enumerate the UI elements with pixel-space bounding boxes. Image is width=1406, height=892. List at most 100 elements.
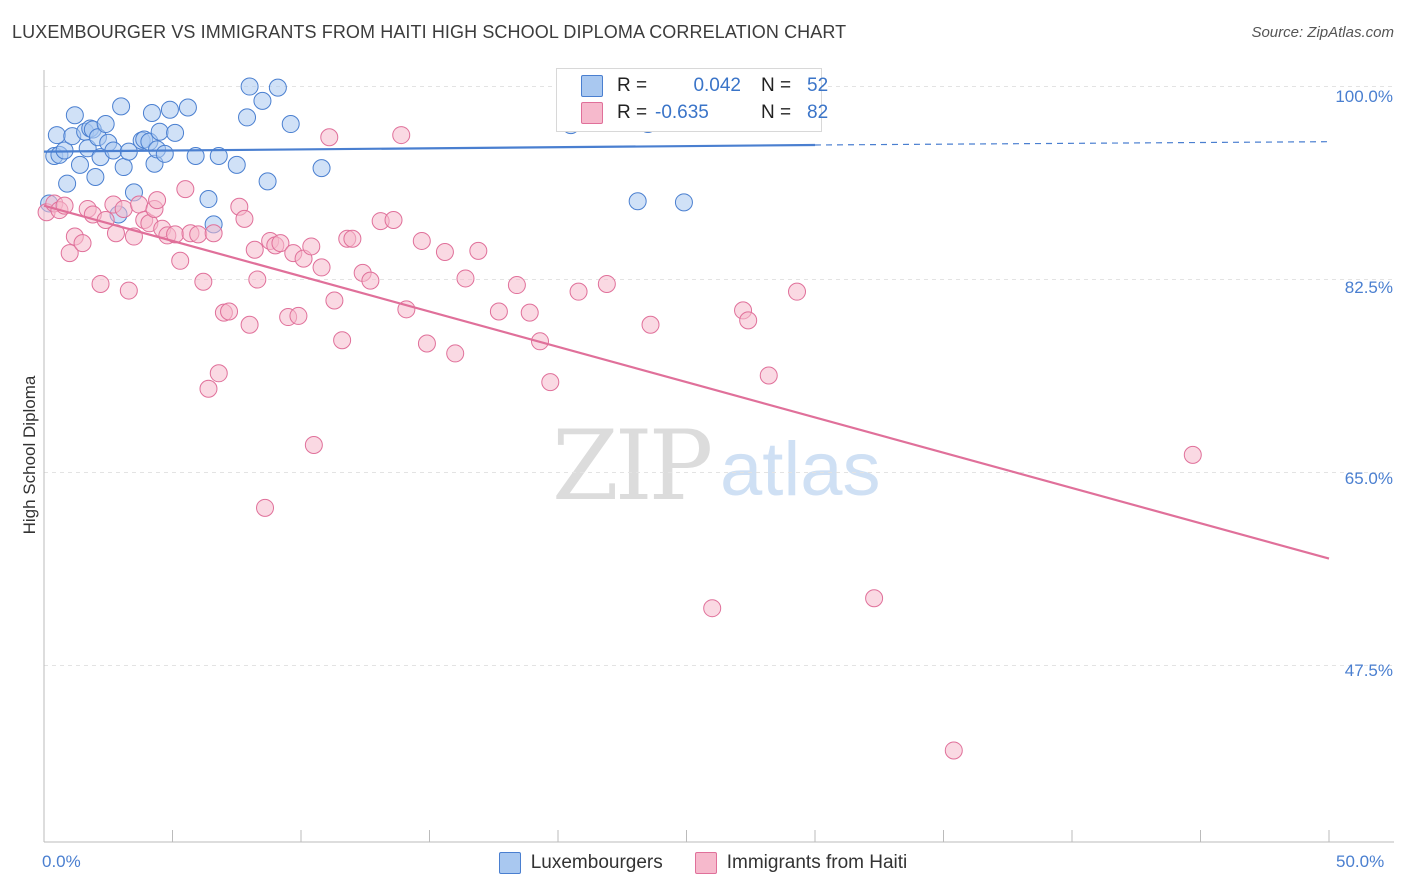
watermark-zip: ZIP xyxy=(552,410,713,522)
legend-row-luxembourgers: R = 0.042 N = 52 xyxy=(581,74,828,98)
haiti-point xyxy=(520,303,539,322)
haiti-point xyxy=(176,180,195,199)
luxembourger-point xyxy=(258,172,277,191)
haiti-point xyxy=(304,435,323,454)
chart-title: LUXEMBOURGER VS IMMIGRANTS FROM HAITI HI… xyxy=(12,22,847,42)
haiti-point xyxy=(256,498,275,517)
haiti-point xyxy=(597,274,616,293)
haiti-point xyxy=(235,209,254,228)
luxembourger-point xyxy=(227,155,246,174)
y-tick-label: 47.5% xyxy=(1344,661,1393,680)
haiti-point xyxy=(194,272,213,291)
haiti-point xyxy=(60,244,79,263)
haiti-point xyxy=(384,210,403,229)
n-value: 82 xyxy=(807,102,829,123)
luxembourger-point xyxy=(78,139,97,158)
luxembourger-point xyxy=(281,115,300,134)
haiti-point xyxy=(199,379,218,398)
haiti-point xyxy=(209,364,228,383)
correlation-legend: R = 0.042 N = 52 R = -0.635 N = 82 xyxy=(556,68,828,132)
haiti-point xyxy=(189,225,208,244)
haiti-point xyxy=(361,271,380,290)
haiti-point xyxy=(325,291,344,310)
haiti-point xyxy=(412,231,431,250)
haiti-point xyxy=(114,199,133,218)
luxembourger-point xyxy=(628,192,647,211)
legend-row-haiti: R = -0.635 N = 82 xyxy=(581,101,828,125)
x-tick-label: 50.0% xyxy=(1336,852,1385,871)
luxembourger-point xyxy=(65,106,84,125)
haiti-point xyxy=(489,302,508,321)
luxembourger-point xyxy=(178,98,197,117)
haiti-point xyxy=(417,334,436,353)
luxembourger-point xyxy=(312,159,331,178)
haiti-point xyxy=(469,241,488,260)
watermark-atlas: atlas xyxy=(720,427,881,512)
luxembourger-point xyxy=(253,91,272,110)
luxembourger-point xyxy=(47,126,66,145)
haiti-point xyxy=(148,191,167,210)
r-value: 0.042 xyxy=(693,75,741,96)
luxembourger-point xyxy=(70,155,89,174)
y-tick-label: 100.0% xyxy=(1335,87,1393,106)
luxembourger-point xyxy=(96,115,115,134)
haiti-point xyxy=(435,242,454,261)
luxembourger-point xyxy=(155,144,174,163)
haiti-point xyxy=(245,240,264,259)
haiti-point xyxy=(204,224,223,243)
luxembourger-point xyxy=(114,158,133,177)
pink-swatch-icon xyxy=(694,852,717,874)
luxembourger-point xyxy=(58,174,77,193)
luxembourger-point xyxy=(209,147,228,166)
haiti-point xyxy=(289,306,308,325)
haiti-point xyxy=(73,234,92,253)
x-tick-label: 0.0% xyxy=(42,852,81,871)
haiti-point xyxy=(312,258,331,277)
legend-item-luxembourgers[interactable]: Luxembourgers xyxy=(498,852,663,874)
n-label: N = xyxy=(761,102,792,123)
haiti-point xyxy=(788,282,807,301)
r-value: -0.635 xyxy=(655,102,709,123)
luxembourger-point xyxy=(150,122,169,141)
haiti-point xyxy=(343,229,362,248)
haiti-point xyxy=(240,315,259,334)
luxembourger-point xyxy=(238,108,257,127)
luxembourger-point xyxy=(112,97,131,116)
legend-label: Luxembourgers xyxy=(530,852,663,873)
haiti-point xyxy=(703,599,722,618)
n-value: 52 xyxy=(807,75,829,96)
haiti-point xyxy=(248,270,267,289)
haiti-point xyxy=(759,366,778,385)
r-label: R = xyxy=(617,75,648,96)
r-label: R = xyxy=(617,102,648,123)
luxembourger-point xyxy=(166,123,185,142)
haiti-point xyxy=(944,741,963,760)
haiti-point xyxy=(91,274,110,293)
haiti-point xyxy=(569,282,588,301)
haiti-point xyxy=(333,331,352,350)
luxembourger-point xyxy=(86,167,105,186)
haiti-point xyxy=(1183,445,1202,464)
luxembourger-point xyxy=(142,104,161,123)
haiti-point xyxy=(392,126,411,145)
y-tick-label: 82.5% xyxy=(1344,278,1393,297)
y-tick-label: 65.0% xyxy=(1344,469,1393,488)
haiti-point xyxy=(641,315,660,334)
pink-swatch-icon xyxy=(581,102,603,124)
haiti-point xyxy=(865,589,884,608)
haiti-point xyxy=(446,344,465,363)
luxembourger-point xyxy=(674,193,693,212)
haiti-point xyxy=(507,276,526,295)
luxembourger-trendline-extension xyxy=(814,141,1330,146)
luxembourger-point xyxy=(199,190,218,209)
haiti-point xyxy=(171,251,190,270)
source-label: Source: ZipAtlas.com xyxy=(1251,24,1394,41)
blue-swatch-icon xyxy=(498,852,521,874)
haiti-point xyxy=(220,302,239,321)
haiti-point xyxy=(739,311,758,330)
haiti-point xyxy=(271,234,290,253)
legend-item-haiti[interactable]: Immigrants from Haiti xyxy=(694,852,907,874)
luxembourger-point xyxy=(240,77,259,96)
haiti-point xyxy=(302,237,321,256)
